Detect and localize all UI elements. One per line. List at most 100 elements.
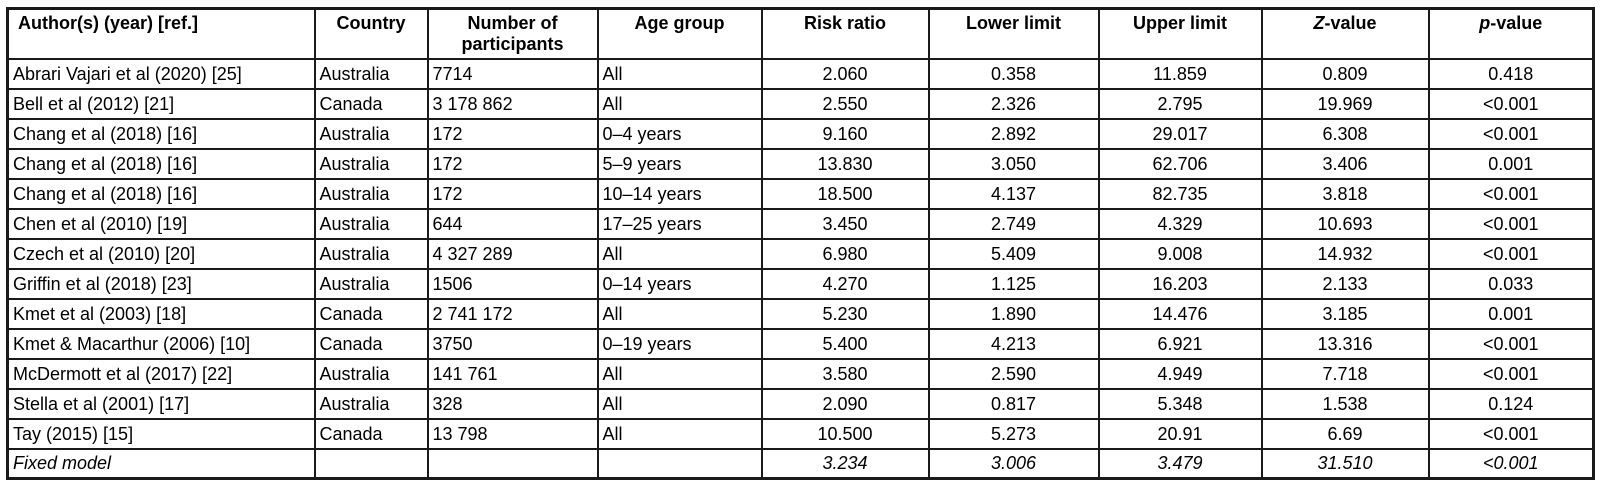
cell-lower-limit: 2.326: [927, 87, 1100, 120]
cell-author: Czech et al (2010) [20]: [6, 237, 316, 270]
header-author: Author(s) (year) [ref.]: [6, 7, 316, 60]
cell-lower-limit: 0.817: [927, 387, 1100, 420]
cell-lower-limit: 2.892: [927, 117, 1100, 150]
cell-risk-ratio: 4.270: [760, 267, 930, 300]
cell-risk-ratio: 3.234: [760, 447, 930, 480]
cell-participants: 2 741 172: [426, 297, 599, 330]
cell-risk-ratio: 18.500: [760, 177, 930, 210]
cell-participants: 172: [426, 177, 599, 210]
cell-participants: 172: [426, 147, 599, 180]
table-row: Czech et al (2010) [20] Australia 4 327 …: [6, 237, 1595, 270]
cell-participants: 4 327 289: [426, 237, 599, 270]
cell-p-value: 0.033: [1427, 267, 1595, 300]
header-risk-ratio: Risk ratio: [760, 7, 930, 60]
cell-country: Australia: [313, 147, 429, 180]
table-row: Kmet et al (2003) [18] Canada 2 741 172 …: [6, 297, 1595, 330]
cell-p-value: <0.001: [1427, 357, 1595, 390]
cell-risk-ratio: 2.060: [760, 57, 930, 90]
table-row: Bell et al (2012) [21] Canada 3 178 862 …: [6, 87, 1595, 120]
cell-age-group: All: [596, 57, 763, 90]
cell-upper-limit: 9.008: [1097, 237, 1263, 270]
cell-upper-limit: 2.795: [1097, 87, 1263, 120]
cell-p-value: 0.001: [1427, 297, 1595, 330]
cell-z-value: 1.538: [1260, 387, 1430, 420]
cell-p-value: 0.418: [1427, 57, 1595, 90]
table-row: Chen et al (2010) [19] Australia 644 17–…: [6, 207, 1595, 240]
cell-upper-limit: 14.476: [1097, 297, 1263, 330]
cell-age-group: All: [596, 417, 763, 450]
cell-author: Kmet et al (2003) [18]: [6, 297, 316, 330]
cell-p-value: <0.001: [1427, 177, 1595, 210]
header-z-rest: -value: [1324, 13, 1377, 33]
cell-age-group: 5–9 years: [596, 147, 763, 180]
cell-age-group: 0–14 years: [596, 267, 763, 300]
cell-country: Canada: [313, 327, 429, 360]
header-p-italic: p: [1479, 13, 1491, 33]
table-row: Kmet & Macarthur (2006) [10] Canada 3750…: [6, 327, 1595, 360]
table-row: Abrari Vajari et al (2020) [25] Australi…: [6, 57, 1595, 90]
cell-age-group: All: [596, 87, 763, 120]
cell-upper-limit: 29.017: [1097, 117, 1263, 150]
cell-upper-limit: 11.859: [1097, 57, 1263, 90]
cell-summary-label: Fixed model: [6, 447, 316, 480]
cell-lower-limit: 3.050: [927, 147, 1100, 180]
cell-age-group: All: [596, 237, 763, 270]
cell-author: Griffin et al (2018) [23]: [6, 267, 316, 300]
cell-age-group: 10–14 years: [596, 177, 763, 210]
summary-row-fixed-model: Fixed model 3.234 3.006 3.479 31.510 <0.…: [6, 447, 1595, 480]
header-country: Country: [313, 7, 429, 60]
cell-country: Australia: [313, 267, 429, 300]
table-row: Chang et al (2018) [16] Australia 172 5–…: [6, 147, 1595, 180]
cell-lower-limit: 5.273: [927, 417, 1100, 450]
cell-z-value: 19.969: [1260, 87, 1430, 120]
cell-lower-limit: 4.137: [927, 177, 1100, 210]
header-age-group: Age group: [596, 7, 763, 60]
cell-country: Australia: [313, 117, 429, 150]
cell-upper-limit: 82.735: [1097, 177, 1263, 210]
cell-upper-limit: 3.479: [1097, 447, 1263, 480]
cell-p-value: <0.001: [1427, 117, 1595, 150]
cell-risk-ratio: 3.450: [760, 207, 930, 240]
cell-author: McDermott et al (2017) [22]: [6, 357, 316, 390]
header-row: Author(s) (year) [ref.] Country Number o…: [6, 7, 1595, 60]
cell-risk-ratio: 9.160: [760, 117, 930, 150]
cell-lower-limit: 2.749: [927, 207, 1100, 240]
table-row: Griffin et al (2018) [23] Australia 1506…: [6, 267, 1595, 300]
cell-upper-limit: 20.91: [1097, 417, 1263, 450]
cell-risk-ratio: 5.400: [760, 327, 930, 360]
cell-country: Canada: [313, 417, 429, 450]
cell-participants: 328: [426, 387, 599, 420]
cell-p-value: <0.001: [1427, 327, 1595, 360]
table-row: Tay (2015) [15] Canada 13 798 All 10.500…: [6, 417, 1595, 450]
cell-risk-ratio: 5.230: [760, 297, 930, 330]
header-p-value: p-value: [1427, 7, 1595, 60]
cell-participants: 141 761: [426, 357, 599, 390]
table-row: Chang et al (2018) [16] Australia 172 0–…: [6, 117, 1595, 150]
cell-risk-ratio: 2.090: [760, 387, 930, 420]
cell-participants-empty: [426, 447, 599, 480]
cell-participants: 7714: [426, 57, 599, 90]
cell-z-value: 3.406: [1260, 147, 1430, 180]
cell-p-value: <0.001: [1427, 447, 1595, 480]
cell-author: Chang et al (2018) [16]: [6, 117, 316, 150]
cell-upper-limit: 6.921: [1097, 327, 1263, 360]
table-row: Chang et al (2018) [16] Australia 172 10…: [6, 177, 1595, 210]
cell-p-value: <0.001: [1427, 417, 1595, 450]
cell-z-value: 6.69: [1260, 417, 1430, 450]
cell-upper-limit: 5.348: [1097, 387, 1263, 420]
cell-age-group: All: [596, 387, 763, 420]
cell-upper-limit: 62.706: [1097, 147, 1263, 180]
cell-risk-ratio: 13.830: [760, 147, 930, 180]
cell-z-value: 3.185: [1260, 297, 1430, 330]
cell-p-value: 0.124: [1427, 387, 1595, 420]
cell-country: Canada: [313, 87, 429, 120]
cell-lower-limit: 2.590: [927, 357, 1100, 390]
cell-p-value: <0.001: [1427, 87, 1595, 120]
cell-lower-limit: 5.409: [927, 237, 1100, 270]
cell-participants: 3 178 862: [426, 87, 599, 120]
header-participants: Number of participants: [426, 7, 599, 60]
cell-z-value: 14.932: [1260, 237, 1430, 270]
cell-author: Chen et al (2010) [19]: [6, 207, 316, 240]
cell-age-group: 0–19 years: [596, 327, 763, 360]
